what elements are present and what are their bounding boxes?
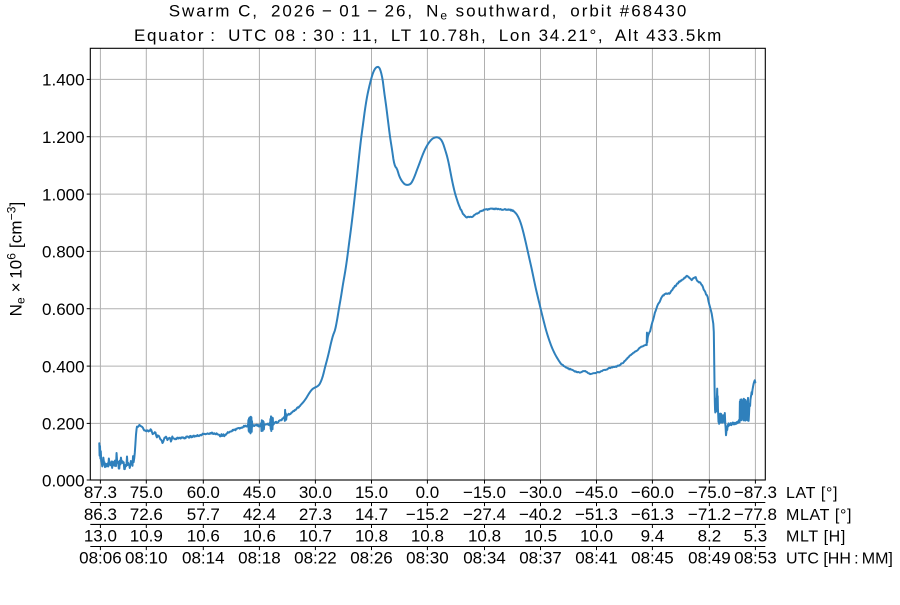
svg-text:08:45: 08:45: [631, 548, 674, 567]
svg-text:−45.0: −45.0: [575, 483, 618, 502]
svg-text:57.7: 57.7: [187, 505, 220, 524]
svg-text:0.200: 0.200: [42, 415, 85, 434]
svg-text:72.6: 72.6: [130, 505, 163, 524]
svg-text:−75.0: −75.0: [688, 483, 731, 502]
svg-text:9.4: 9.4: [641, 527, 665, 546]
svg-text:0.800: 0.800: [42, 243, 85, 262]
svg-text:08:34: 08:34: [463, 548, 506, 567]
svg-text:14.7: 14.7: [355, 505, 388, 524]
svg-text:1.200: 1.200: [42, 128, 85, 147]
svg-text:10.5: 10.5: [524, 527, 557, 546]
svg-text:−15.2: −15.2: [406, 505, 449, 524]
svg-text:30.0: 30.0: [299, 483, 332, 502]
svg-text:−15.0: −15.0: [463, 483, 506, 502]
svg-text:1.400: 1.400: [42, 71, 85, 90]
svg-text:1.000: 1.000: [42, 185, 85, 204]
svg-text:45.0: 45.0: [243, 483, 276, 502]
svg-text:10.8: 10.8: [355, 527, 388, 546]
svg-text:10.8: 10.8: [468, 527, 501, 546]
svg-text:Equator : UTC 08 : 30 : 11,: Equator : UTC 08 : 30 : 11, LT 10.78h, L…: [134, 26, 723, 45]
svg-text:0.400: 0.400: [42, 357, 85, 376]
svg-text:10.6: 10.6: [187, 527, 220, 546]
svg-text:08:26: 08:26: [350, 548, 393, 567]
svg-text:15.0: 15.0: [355, 483, 388, 502]
svg-text:10.9: 10.9: [130, 527, 163, 546]
svg-text:0.600: 0.600: [42, 300, 85, 319]
svg-text:75.0: 75.0: [130, 483, 163, 502]
svg-text:10.0: 10.0: [580, 527, 613, 546]
svg-text:08:41: 08:41: [575, 548, 618, 567]
svg-text:8.2: 8.2: [698, 527, 722, 546]
svg-text:−60.0: −60.0: [631, 483, 674, 502]
svg-text:08:06: 08:06: [79, 548, 122, 567]
svg-text:Swarm C, 2026 − 01 − 26, Ne: Swarm C, 2026 − 01 − 26, Ne southward, o…: [169, 1, 688, 22]
svg-text:−61.3: −61.3: [631, 505, 674, 524]
svg-text:08:10: 08:10: [125, 548, 168, 567]
svg-text:87.3: 87.3: [84, 483, 117, 502]
svg-text:08:37: 08:37: [519, 548, 562, 567]
svg-text:−51.3: −51.3: [575, 505, 618, 524]
svg-text:08:22: 08:22: [294, 548, 337, 567]
svg-text:0.0: 0.0: [416, 483, 440, 502]
svg-text:42.4: 42.4: [243, 505, 276, 524]
svg-text:10.8: 10.8: [411, 527, 444, 546]
svg-text:−30.0: −30.0: [519, 483, 562, 502]
svg-text:UTC [HH : MM]: UTC [HH : MM]: [786, 550, 893, 567]
svg-text:13.0: 13.0: [84, 527, 117, 546]
svg-text:10.6: 10.6: [243, 527, 276, 546]
svg-text:MLT [H]: MLT [H]: [786, 529, 846, 546]
svg-text:10.7: 10.7: [299, 527, 332, 546]
svg-text:08:49: 08:49: [688, 548, 731, 567]
svg-text:−71.2: −71.2: [688, 505, 731, 524]
svg-text:Ne × 106 [cm−3]: Ne × 106 [cm−3]: [5, 202, 28, 317]
svg-text:LAT [°]: LAT [°]: [786, 485, 838, 502]
svg-text:MLAT [°]: MLAT [°]: [786, 507, 852, 524]
svg-text:−40.2: −40.2: [519, 505, 562, 524]
svg-text:08:18: 08:18: [238, 548, 281, 567]
svg-text:86.3: 86.3: [84, 505, 117, 524]
svg-text:27.3: 27.3: [299, 505, 332, 524]
svg-text:−87.3: −87.3: [734, 483, 777, 502]
svg-text:−27.4: −27.4: [463, 505, 506, 524]
svg-text:5.3: 5.3: [744, 527, 768, 546]
svg-text:08:53: 08:53: [734, 548, 777, 567]
svg-text:−77.8: −77.8: [734, 505, 777, 524]
svg-text:60.0: 60.0: [187, 483, 220, 502]
svg-text:08:14: 08:14: [182, 548, 225, 567]
svg-text:0.000: 0.000: [42, 471, 85, 490]
svg-text:08:30: 08:30: [406, 548, 449, 567]
